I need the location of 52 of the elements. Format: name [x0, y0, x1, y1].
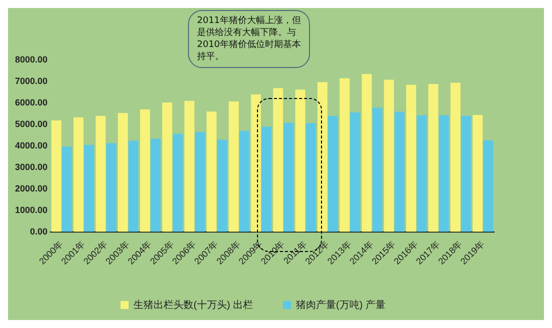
bar [461, 116, 472, 232]
bar [261, 126, 272, 232]
bar [140, 109, 150, 232]
bar [340, 78, 350, 232]
bar [428, 84, 438, 232]
bar [106, 143, 116, 232]
bar [406, 84, 416, 232]
bar [96, 116, 106, 232]
bar [438, 115, 449, 232]
y-tick-label: 5000.00 [14, 118, 48, 129]
bar [74, 117, 84, 232]
bar [228, 101, 239, 232]
bar [184, 100, 194, 232]
bar [51, 120, 62, 232]
bar [273, 88, 284, 232]
bar [250, 94, 261, 232]
y-tick-label: 1000.00 [14, 204, 48, 215]
bar [217, 140, 228, 232]
bar [450, 82, 460, 232]
bar [162, 102, 172, 232]
bar [350, 112, 360, 232]
bar [394, 112, 404, 232]
bar [317, 82, 328, 232]
bar [84, 144, 94, 232]
bar [306, 123, 316, 232]
bar [416, 115, 427, 232]
bar [384, 80, 394, 232]
bar [172, 134, 183, 232]
bar [239, 130, 250, 232]
bar [128, 140, 138, 232]
bar [118, 113, 128, 232]
bar [150, 138, 161, 232]
bar [328, 116, 338, 232]
y-tick-label: 8000.00 [14, 54, 48, 64]
y-tick-label: 2000.00 [14, 183, 48, 194]
bar [284, 122, 294, 232]
bar [295, 90, 306, 232]
y-tick-label: 4000.00 [14, 140, 48, 150]
y-tick-label: 7000.00 [14, 76, 48, 86]
speech-bubble: 2011年猪价大幅上涨，但是供给没有大幅下降。与2010年猪价低位时期基本持平。 [188, 10, 310, 68]
y-tick-label: 0.00 [30, 226, 48, 236]
bar [194, 132, 205, 232]
y-tick-label: 3000.00 [14, 162, 48, 172]
bar [483, 140, 494, 232]
legend-label: 猪肉产量(万吨) 产量 [296, 298, 386, 311]
bar [206, 112, 217, 232]
legend-label: 生猪出栏头数(十万头) 出栏 [134, 298, 254, 311]
bar [62, 146, 72, 232]
y-tick-label: 6000.00 [14, 97, 48, 108]
bar [372, 108, 382, 232]
bar [362, 74, 372, 232]
bar [472, 114, 483, 232]
